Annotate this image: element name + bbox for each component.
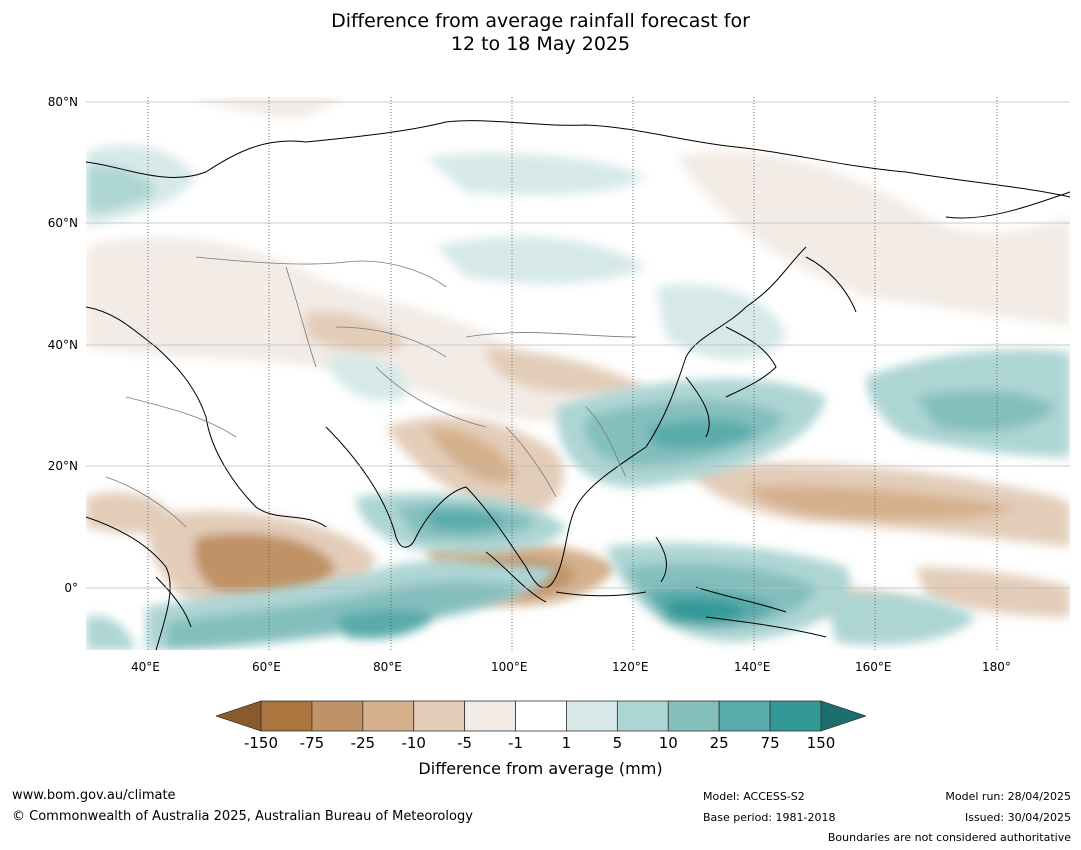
colorbar-tick-label: -25 [350,734,376,752]
colorbar-cell [311,700,364,732]
lat-label-20n: 20°N [47,459,78,473]
lat-label-40n: 40°N [47,338,78,352]
colorbar-cell [362,700,415,732]
lon-label-120e: 120°E [612,660,649,674]
lon-label-100e: 100°E [491,660,528,674]
title-line-2: 12 to 18 May 2025 [450,33,631,55]
copyright-text: © Commonwealth of Australia 2025, Austra… [12,809,473,824]
colorbar-tick-label: 5 [612,734,623,752]
colorbar-cell [464,700,516,732]
colorbar-cell [515,700,567,732]
colorbar-cell [566,700,618,732]
latitude-gridlines [86,101,1070,589]
colorbar-cell [667,700,720,732]
model-run-date: Model run: 28/04/2025 [945,790,1071,803]
lat-label-80n: 80°N [47,95,78,109]
lon-label-180: 180° [982,660,1011,674]
colorbar-cell [616,700,669,732]
rainfall-map-svg [86,97,1070,650]
colorbar-tick-label: 150 [806,734,836,752]
boundaries-disclaimer: Boundaries are not considered authoritat… [827,831,1071,844]
country-borders [105,256,637,528]
colorbar-cells [260,700,822,732]
colorbar-tick-label: 10 [658,734,678,752]
lon-label-40e: 40°E [131,660,160,674]
colorbar-tick-label: -75 [299,734,325,752]
issued-date: Issued: 30/04/2025 [964,811,1071,824]
colorbar-tick-label: 25 [709,734,729,752]
colorbar [216,700,866,732]
base-period: Base period: 1981-2018 [703,811,836,824]
colorbar-tick-label: -10 [401,734,426,752]
colorbar-extend-dry [216,700,262,732]
lon-label-160e: 160°E [855,660,892,674]
colorbar-tick-label: 1 [561,734,572,752]
lon-label-140e: 140°E [734,660,771,674]
lat-label-60n: 60°N [47,216,78,230]
colorbar-title: Difference from average (mm) [418,759,663,778]
colorbar-cell [718,700,771,732]
colorbar-cell [413,700,466,732]
colorbar-cell [769,700,822,732]
rainfall-map [86,97,1070,650]
colorbar-cell [260,700,313,732]
model-name: Model: ACCESS-S2 [703,790,805,803]
chart-title: Difference from average rainfall forecas… [0,10,1081,56]
colorbar-tick-label: -150 [243,734,279,752]
title-line-1: Difference from average rainfall forecas… [331,10,750,32]
coastlines [86,120,1070,650]
colorbar-tick-label: -5 [457,734,473,752]
lon-label-80e: 80°E [373,660,402,674]
colorbar-tick-label: 75 [760,734,780,752]
colorbar-tick-label: -1 [508,734,524,752]
colorbar-extend-wet [820,700,866,732]
wet-anomaly-regions [86,145,1070,650]
lon-label-60e: 60°E [252,660,281,674]
lat-label-0: 0° [64,581,78,595]
longitude-gridlines [147,97,998,650]
website-url: www.bom.gov.au/climate [12,788,176,803]
